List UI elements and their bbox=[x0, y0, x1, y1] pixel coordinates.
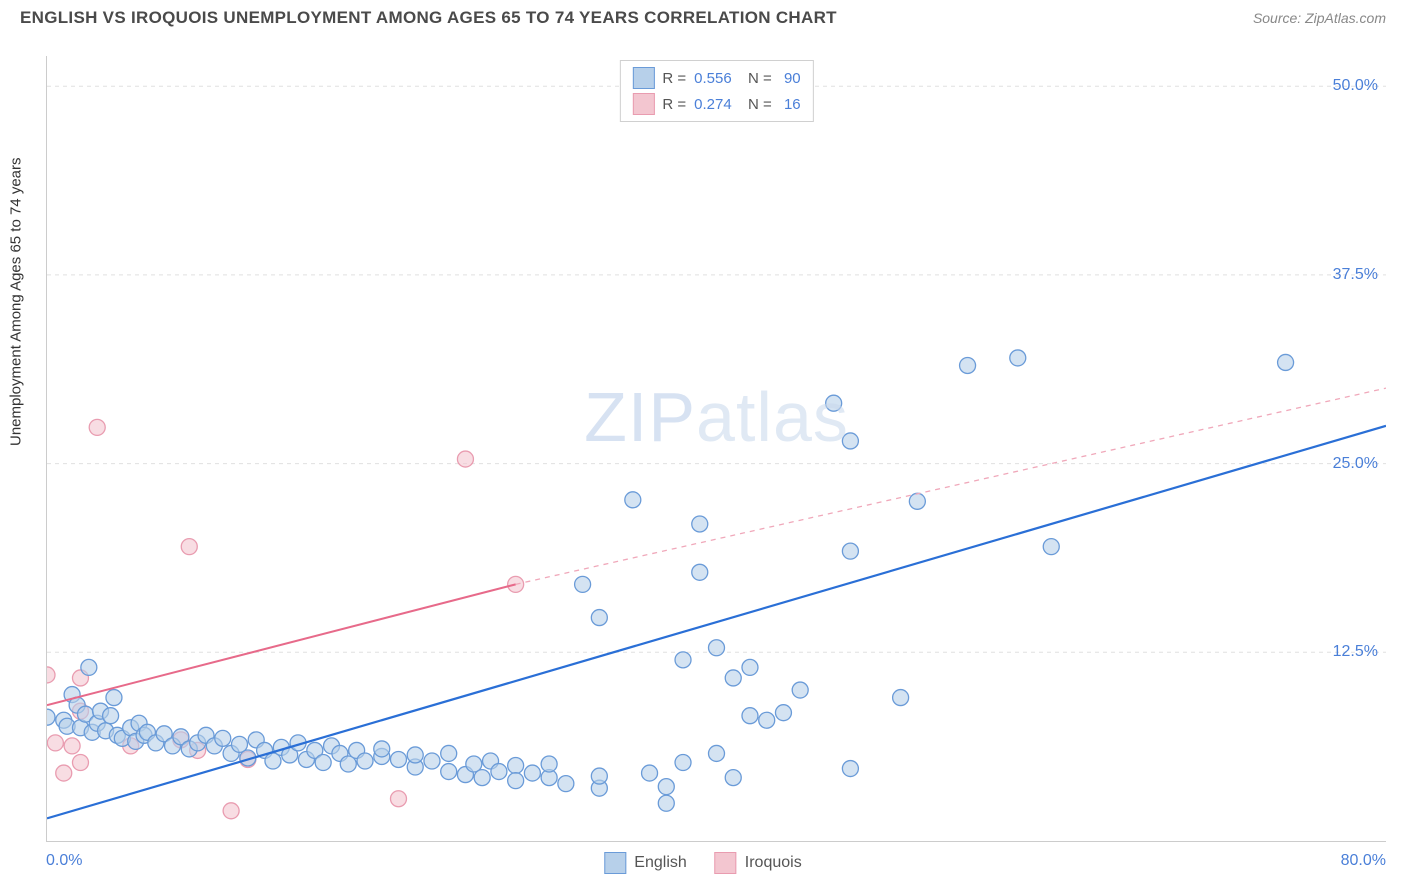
legend-series-label: Iroquois bbox=[745, 854, 802, 872]
legend-r-label: R = bbox=[662, 96, 686, 113]
y-tick-label: 25.0% bbox=[1333, 455, 1378, 473]
legend-n-value: 16 bbox=[780, 96, 801, 113]
legend-swatch-icon bbox=[632, 67, 654, 89]
chart-title: ENGLISH VS IROQUOIS UNEMPLOYMENT AMONG A… bbox=[20, 8, 837, 28]
legend-n-label: N = bbox=[740, 70, 772, 87]
chart-plot-area: R = 0.556 N = 90R = 0.274 N = 16 ZIPatla… bbox=[46, 56, 1386, 842]
legend-correlation-box: R = 0.556 N = 90R = 0.274 N = 16 bbox=[619, 60, 813, 122]
legend-correlation-row: R = 0.556 N = 90 bbox=[632, 65, 800, 91]
legend-r-value: 0.274 bbox=[694, 96, 732, 113]
legend-n-value: 90 bbox=[780, 70, 801, 87]
y-tick-label: 50.0% bbox=[1333, 77, 1378, 95]
x-axis-max-label: 80.0% bbox=[1341, 852, 1386, 870]
chart-header: ENGLISH VS IROQUOIS UNEMPLOYMENT AMONG A… bbox=[0, 0, 1406, 32]
legend-series-label: English bbox=[634, 854, 686, 872]
x-axis-min-label: 0.0% bbox=[46, 852, 82, 870]
y-axis-label: Unemployment Among Ages 65 to 74 years bbox=[8, 157, 25, 446]
y-tick-label: 37.5% bbox=[1333, 266, 1378, 284]
scatter-plot-svg bbox=[47, 56, 1386, 841]
legend-series-item: Iroquois bbox=[715, 852, 802, 874]
legend-r-label: R = bbox=[662, 70, 686, 87]
legend-swatch-icon bbox=[632, 93, 654, 115]
legend-swatch-icon bbox=[715, 852, 737, 874]
legend-r-value: 0.556 bbox=[694, 70, 732, 87]
y-tick-label: 12.5% bbox=[1333, 643, 1378, 661]
legend-series-item: English bbox=[604, 852, 686, 874]
legend-swatch-icon bbox=[604, 852, 626, 874]
legend-correlation-row: R = 0.274 N = 16 bbox=[632, 91, 800, 117]
legend-n-label: N = bbox=[740, 96, 772, 113]
legend-series-box: English Iroquois bbox=[604, 852, 801, 874]
chart-source: Source: ZipAtlas.com bbox=[1253, 10, 1386, 26]
